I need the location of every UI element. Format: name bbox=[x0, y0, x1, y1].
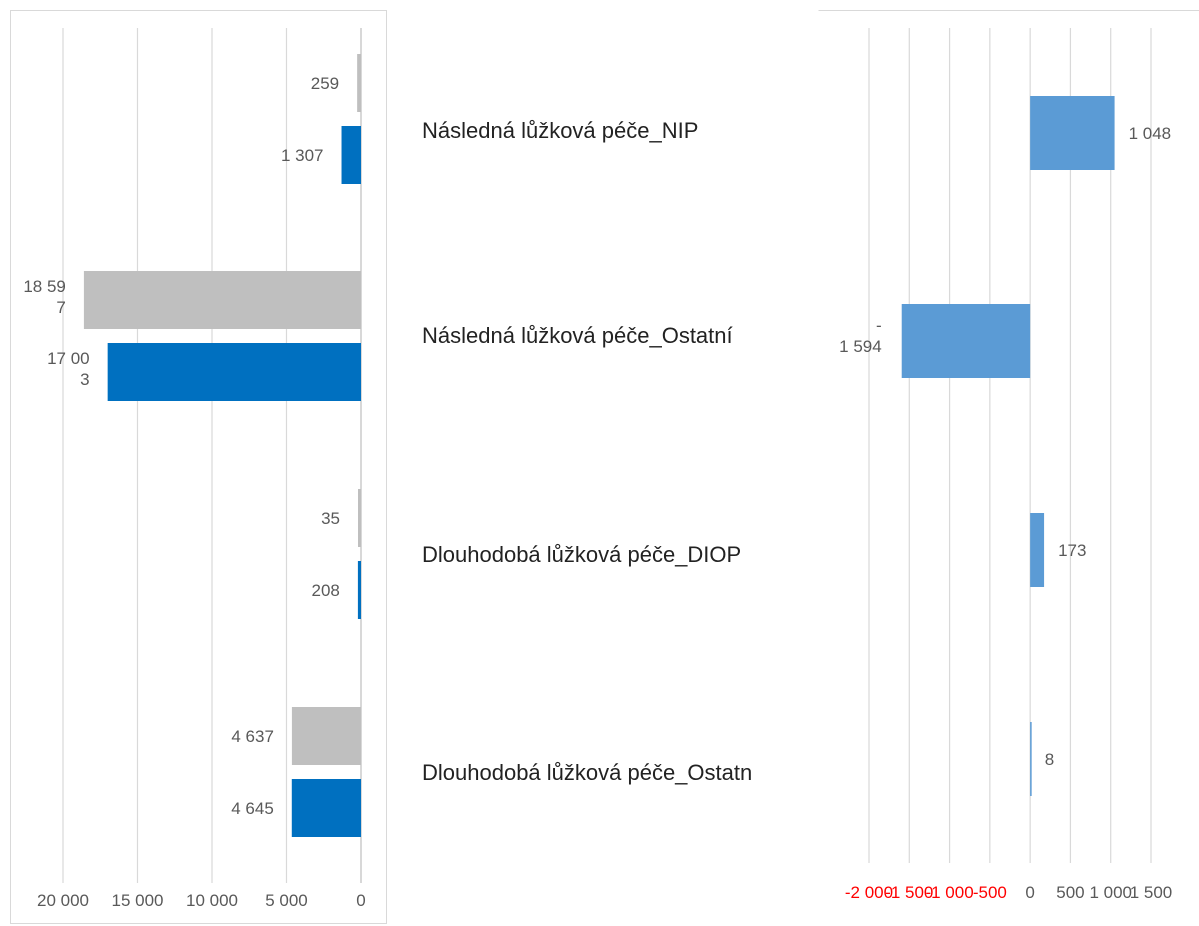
data-label-line-1: 17 00 bbox=[47, 349, 90, 368]
data-label-line-1: 35 bbox=[321, 509, 340, 528]
data-label-line-1: - bbox=[876, 316, 882, 335]
data-label: - 1 594 bbox=[839, 316, 882, 356]
bar bbox=[107, 343, 361, 401]
right-chart-frame bbox=[818, 10, 1199, 924]
bar bbox=[357, 54, 361, 112]
data-label: 1 048 bbox=[1129, 124, 1172, 143]
bar bbox=[1030, 722, 1032, 796]
bar bbox=[357, 561, 361, 619]
category-label-4: Dlouhodobá lůžková péče_Ostatn bbox=[422, 760, 753, 785]
data-label: 17 00 3 bbox=[47, 349, 90, 389]
bar bbox=[1030, 513, 1045, 587]
data-label-line-2: 7 bbox=[56, 298, 65, 317]
bar bbox=[341, 126, 361, 184]
data-label-line-2: 1 594 bbox=[839, 337, 882, 356]
data-label-line-2: 3 bbox=[80, 370, 89, 389]
data-label: 259 bbox=[311, 74, 339, 93]
x-tick-label: -1 000 bbox=[925, 883, 973, 902]
data-label: 4 645 bbox=[231, 799, 274, 818]
data-label: 8 bbox=[1045, 750, 1054, 769]
data-label: 35 bbox=[321, 509, 340, 528]
data-label-line-1: 8 bbox=[1045, 750, 1054, 769]
bar bbox=[1030, 96, 1115, 170]
data-label-line-1: 1 048 bbox=[1129, 124, 1172, 143]
x-tick-label: 0 bbox=[356, 891, 365, 910]
x-tick-label: -2 000 bbox=[845, 883, 893, 902]
x-tick-label: 15 000 bbox=[112, 891, 164, 910]
bar bbox=[901, 304, 1031, 378]
x-tick-label: -1 500 bbox=[885, 883, 933, 902]
data-label-line-1: 18 59 bbox=[23, 277, 66, 296]
bar bbox=[358, 489, 361, 547]
x-tick-label: 0 bbox=[1025, 883, 1034, 902]
data-label: 18 59 7 bbox=[23, 277, 66, 317]
x-tick-label: -500 bbox=[973, 883, 1007, 902]
data-label-line-1: 4 645 bbox=[231, 799, 274, 818]
data-label: 4 637 bbox=[231, 727, 274, 746]
data-label-line-1: 173 bbox=[1058, 541, 1086, 560]
data-label-line-1: 4 637 bbox=[231, 727, 274, 746]
category-label-3: Dlouhodobá lůžková péče_DIOP bbox=[422, 542, 742, 567]
data-label: 173 bbox=[1058, 541, 1086, 560]
data-label-line-1: 1 307 bbox=[281, 146, 324, 165]
x-tick-label: 1 000 bbox=[1089, 883, 1132, 902]
x-tick-label: 20 000 bbox=[37, 891, 89, 910]
left-chart-frame bbox=[10, 10, 387, 924]
x-tick-label: 1 500 bbox=[1130, 883, 1173, 902]
bar bbox=[83, 271, 362, 329]
data-label-line-1: 259 bbox=[311, 74, 339, 93]
category-label-1: Následná lůžková péče_NIP bbox=[422, 118, 699, 143]
x-tick-label: 500 bbox=[1056, 883, 1084, 902]
category-label-2: Následná lůžková péče_Ostatní bbox=[422, 323, 733, 348]
data-label-line-1: 208 bbox=[312, 581, 340, 600]
bar bbox=[291, 707, 361, 765]
x-tick-label: 5 000 bbox=[265, 891, 308, 910]
data-label: 1 307 bbox=[281, 146, 324, 165]
data-label: 208 bbox=[312, 581, 340, 600]
bar bbox=[291, 779, 361, 837]
x-tick-label: 10 000 bbox=[186, 891, 238, 910]
